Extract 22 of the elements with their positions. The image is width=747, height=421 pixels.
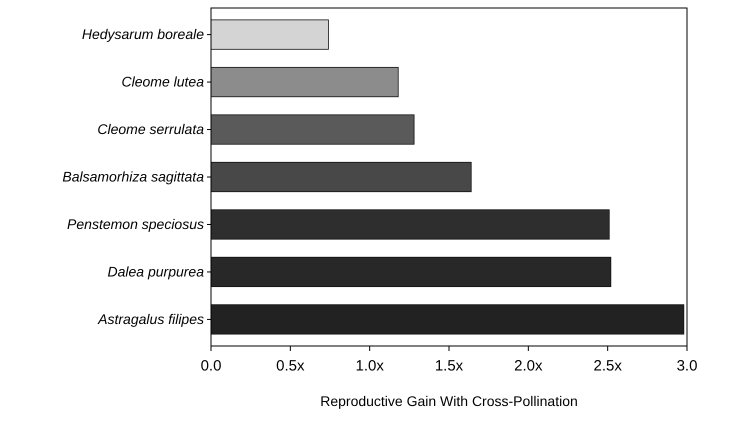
bar [210, 209, 610, 240]
x-tick-label: 1.0x [355, 358, 384, 374]
x-tick-label: 0.5x [276, 358, 306, 374]
x-tick-label: 1.5x [434, 358, 464, 374]
bar [210, 19, 329, 50]
bar [210, 256, 612, 288]
x-tick-label: 2.0x [514, 358, 544, 374]
x-tick-label: 3.0 [676, 358, 698, 374]
y-tick-label: Astragalus filipes [97, 310, 204, 327]
y-tick-label: Cleome lutea [122, 74, 204, 90]
x-axis-title: Reproductive Gain With Cross-Pollination [320, 393, 578, 409]
y-tick-label: Cleome serrulata [97, 121, 204, 138]
x-tick-label: 0.0 [200, 358, 222, 374]
bar [210, 304, 684, 335]
y-tick-label: Dalea purpurea [107, 263, 204, 280]
x-tick-label: 2.5x [593, 358, 622, 374]
bar [210, 162, 472, 192]
bar [210, 66, 399, 98]
y-tick-label: Penstemon speciosus [67, 216, 204, 232]
y-tick-label: Hedysarum boreale [82, 26, 204, 42]
bar [210, 114, 414, 145]
y-tick-label: Balsamorhiza sagittata [62, 168, 204, 184]
